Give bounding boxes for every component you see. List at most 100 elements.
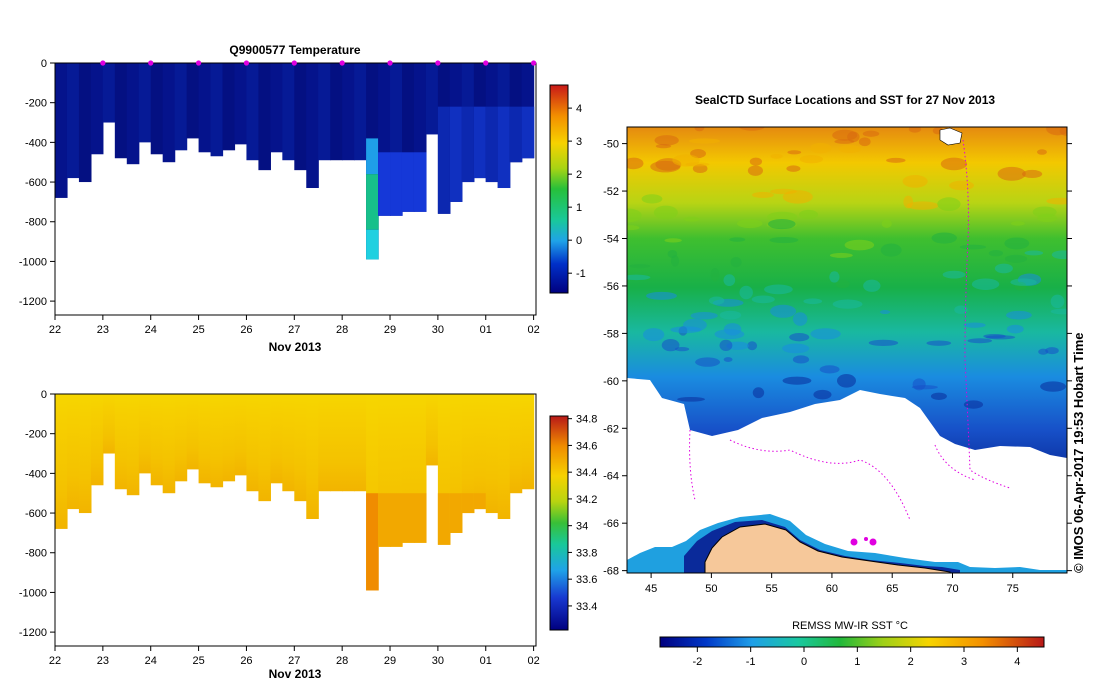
- colorbar-tick-label: 33.8: [576, 547, 597, 559]
- profile-column: [521, 394, 535, 490]
- depth-tick-label: -1000: [19, 587, 47, 599]
- warm-patch: [413, 152, 427, 212]
- salinity-colorbar: [549, 415, 569, 631]
- profile-column: [342, 63, 355, 161]
- time-tick-label: 26: [240, 655, 252, 667]
- latitude-tick-label: -62: [603, 423, 619, 435]
- colorbar-tick-label: 34.6: [576, 440, 597, 452]
- sst-blob: [767, 211, 798, 222]
- warm-patch: [378, 152, 391, 216]
- sst-blob: [879, 310, 891, 315]
- profile-column: [114, 394, 128, 490]
- profile-column: [55, 63, 68, 198]
- sst-blob: [813, 389, 832, 400]
- profile-column: [282, 63, 295, 161]
- time-tick-label: 01: [480, 324, 492, 336]
- warm-patch: [509, 106, 523, 163]
- profile-column: [318, 63, 331, 161]
- profile-column: [126, 63, 140, 165]
- profile-column: [55, 394, 68, 529]
- profile-marker: [339, 60, 345, 66]
- sst-blob: [863, 279, 881, 292]
- sst-blob: [1010, 278, 1037, 286]
- profile-column: [162, 394, 176, 494]
- sst-blob: [930, 392, 947, 400]
- sst-blob: [997, 166, 1026, 181]
- profile-column: [186, 394, 200, 470]
- sst-texture: [627, 127, 1067, 409]
- sst-blob: [653, 205, 678, 220]
- profile-column: [90, 63, 104, 155]
- profile-column: [102, 394, 116, 454]
- profile-column: [270, 63, 283, 153]
- profile-marker: [148, 60, 154, 66]
- sst-blob: [670, 255, 680, 267]
- sst-blob: [926, 340, 952, 346]
- sst-colorbar-tick-label: -2: [692, 656, 702, 668]
- sst-blob: [902, 174, 928, 188]
- time-tick-label: 29: [384, 324, 396, 336]
- seal-location: [869, 538, 877, 546]
- sst-blob: [695, 357, 721, 367]
- profile-column: [174, 394, 188, 482]
- sst-blob: [994, 263, 1013, 274]
- sst-colorbar-tick-label: 2: [908, 656, 914, 668]
- sst-blob: [627, 274, 651, 281]
- depth-tick-label: -1000: [19, 256, 47, 268]
- sst-blob: [730, 257, 742, 268]
- depth-tick-label: -1200: [19, 296, 47, 308]
- sst-blob: [664, 238, 682, 243]
- time-tick-label: 30: [432, 655, 444, 667]
- colorbar-tick-label: 1: [576, 202, 582, 214]
- sst-blob: [646, 291, 677, 300]
- sst-blob: [971, 278, 1000, 290]
- sst-blob: [729, 237, 746, 242]
- sst-blob: [752, 191, 774, 199]
- profile-column: [174, 63, 188, 151]
- sst-blob: [792, 312, 808, 326]
- sst-blob: [694, 127, 705, 132]
- time-tick-label: 30: [432, 324, 444, 336]
- profile-column: [222, 394, 236, 482]
- profile-column: [485, 394, 499, 514]
- latitude-tick-label: -66: [603, 518, 619, 530]
- latitude-tick-label: -58: [603, 328, 619, 340]
- profile-column: [78, 394, 92, 514]
- sst-blob: [786, 165, 801, 172]
- longitude-tick-label: 50: [705, 583, 717, 595]
- longitude-tick-label: 65: [886, 583, 898, 595]
- profile-column: [210, 63, 224, 157]
- profile-column: [150, 63, 164, 155]
- sst-colorbar-ticks: -2 -1 0 1 2 3 4: [692, 647, 1020, 668]
- time-tick-label: 25: [192, 655, 204, 667]
- sst-blob: [641, 194, 663, 204]
- sst-blob: [627, 225, 640, 231]
- profile-column: [150, 394, 164, 486]
- sst-blob: [670, 326, 702, 334]
- longitude-tick-label: 70: [946, 583, 958, 595]
- sst-blob: [1045, 347, 1059, 355]
- sst-colorbar-tick-label: 3: [961, 656, 967, 668]
- profile-column: [198, 394, 212, 484]
- warm-patch: [485, 106, 499, 183]
- sst-blob: [643, 328, 665, 342]
- longitude-tick-label: 45: [645, 583, 657, 595]
- sst-blob: [782, 376, 812, 385]
- sst-blob: [655, 143, 672, 149]
- depth-tick-label: -800: [25, 217, 47, 229]
- colorbar-tick-label: 34.4: [576, 467, 597, 479]
- time-tick-label: 29: [384, 655, 396, 667]
- time-tick-label: 28: [336, 324, 348, 336]
- sst-blob: [1046, 197, 1067, 205]
- time-tick-label: 23: [97, 324, 109, 336]
- sst-blob: [736, 219, 763, 229]
- sst-blob: [1036, 149, 1047, 155]
- sst-blob: [1024, 250, 1044, 256]
- time-tick-label: 28: [336, 655, 348, 667]
- map-title: SealCTD Surface Locations and SST for 27…: [695, 93, 995, 107]
- profile-column: [66, 394, 80, 510]
- profile-column: [294, 394, 307, 502]
- salty-patch: [461, 493, 475, 514]
- sst-blob: [858, 137, 871, 147]
- sst-blob: [739, 285, 753, 300]
